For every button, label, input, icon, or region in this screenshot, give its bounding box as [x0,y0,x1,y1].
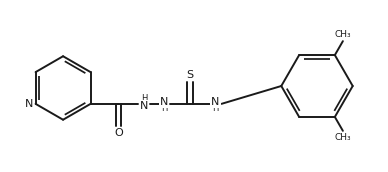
Text: CH₃: CH₃ [334,30,351,39]
Text: N: N [211,97,220,107]
Text: S: S [186,70,193,80]
Text: CH₃: CH₃ [334,133,351,142]
Text: H: H [161,104,167,113]
Text: H: H [141,94,147,103]
Text: N: N [160,97,168,107]
Text: O: O [114,128,123,138]
Text: N: N [140,101,148,111]
Text: H: H [212,104,219,113]
Text: N: N [24,99,33,109]
